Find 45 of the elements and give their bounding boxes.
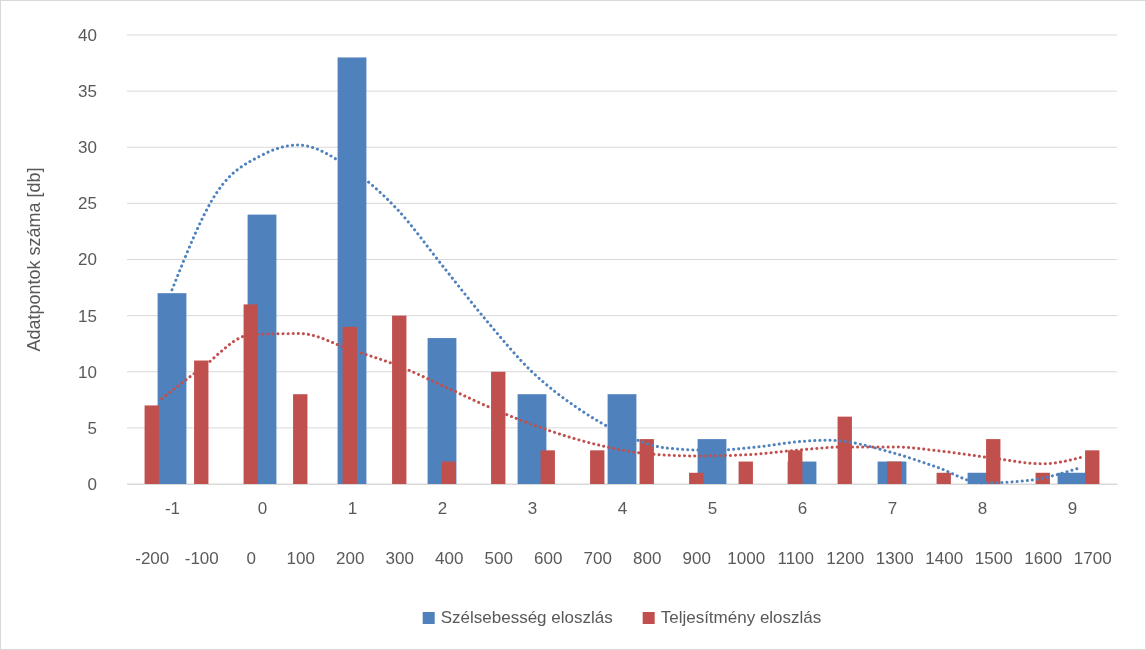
y-tick-label: 0 — [87, 474, 97, 494]
x2-tick-label: 600 — [534, 549, 563, 569]
x2-tick-label: 700 — [583, 549, 612, 569]
y-tick-label: 35 — [78, 82, 97, 102]
x2-tick-label: 200 — [336, 549, 365, 569]
x-tick-label: 6 — [797, 499, 808, 519]
bar — [157, 293, 187, 484]
x2-tick-label: 400 — [435, 549, 464, 569]
x2-tick-label: 1100 — [777, 549, 815, 569]
x2-tick-label: 1300 — [875, 549, 914, 569]
x-tick-label: 9 — [1067, 499, 1078, 519]
x2-tick-label: 100 — [286, 549, 315, 569]
y-tick-label: 5 — [87, 418, 97, 438]
x2-tick-label: 0 — [246, 549, 256, 569]
x2-tick-label: 1200 — [826, 549, 865, 569]
x-tick-label: 2 — [437, 499, 448, 519]
x2-tick-label: 1700 — [1073, 549, 1112, 569]
y-tick-label: 25 — [78, 194, 97, 214]
legend-label: Szélsebesség eloszlás — [440, 608, 613, 627]
y-tick-label: 40 — [78, 25, 97, 45]
x2-tick-label: -200 — [135, 549, 170, 569]
x2-tick-label: -100 — [184, 549, 219, 569]
x2-tick-label: 1400 — [925, 549, 964, 569]
x-tick-label: 0 — [257, 499, 268, 519]
y-tick-label: 10 — [78, 362, 97, 382]
x-tick-label: -1 — [164, 499, 181, 519]
legend-label: Teljesítmény eloszlás — [660, 608, 822, 627]
x2-tick-label: 500 — [484, 549, 513, 569]
y-tick-label: 20 — [78, 250, 97, 270]
y-tick-label: 30 — [78, 138, 97, 158]
x-tick-label: 8 — [977, 499, 988, 519]
y-tick-label: 15 — [78, 306, 97, 326]
x-tick-label: 1 — [347, 499, 358, 519]
x2-tick-label: 1000 — [727, 549, 766, 569]
x-tick-label: 3 — [527, 499, 538, 519]
x2-tick-label: 1500 — [974, 549, 1013, 569]
bar — [427, 338, 457, 484]
x-tick-label: 5 — [707, 499, 718, 519]
x2-tick-label: 300 — [385, 549, 414, 569]
x-tick-label: 4 — [617, 499, 628, 519]
x2-tick-label: 900 — [682, 549, 711, 569]
y-axis-title: Adatpontok száma [db] — [24, 167, 44, 352]
x-tick-label: 7 — [887, 499, 898, 519]
x2-tick-label: 1600 — [1024, 549, 1063, 569]
x2-tick-label: 800 — [633, 549, 662, 569]
